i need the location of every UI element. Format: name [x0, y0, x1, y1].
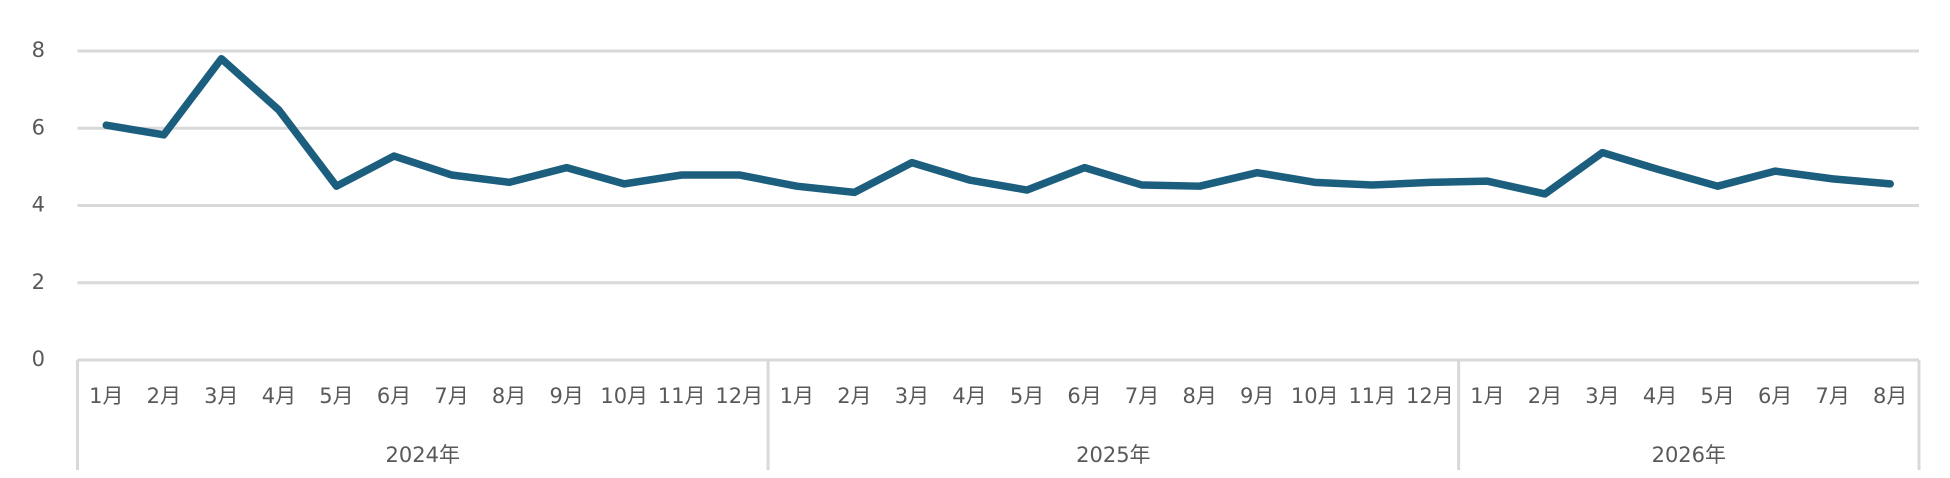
x-tick-label: 5月: [319, 384, 353, 408]
x-tick-label: 1月: [1470, 384, 1504, 408]
x-tick-label: 12月: [715, 384, 763, 408]
x-tick-label: 7月: [1125, 384, 1159, 408]
y-tick-label: 6: [32, 115, 45, 139]
group-label: 2025年: [1076, 443, 1150, 467]
x-tick-label: 7月: [1815, 384, 1849, 408]
x-tick-label: 4月: [952, 384, 986, 408]
x-tick-label: 9月: [549, 384, 583, 408]
group-label: 2026年: [1652, 443, 1726, 467]
x-tick-label: 11月: [658, 384, 706, 408]
x-tick-label: 9月: [1240, 384, 1274, 408]
x-tick-label: 1月: [780, 384, 814, 408]
x-tick-label: 8月: [492, 384, 526, 408]
x-tick-label: 7月: [434, 384, 468, 408]
x-tick-label: 2月: [1528, 384, 1562, 408]
y-tick-label: 4: [32, 193, 45, 217]
x-tick-label: 12月: [1406, 384, 1454, 408]
group-label: 2024年: [386, 443, 460, 467]
x-tick-label: 3月: [895, 384, 929, 408]
y-tick-label: 8: [32, 38, 45, 62]
x-tick-label: 4月: [262, 384, 296, 408]
x-tick-label: 6月: [1758, 384, 1792, 408]
x-tick-label: 6月: [377, 384, 411, 408]
x-tick-label: 5月: [1700, 384, 1734, 408]
data-line: [102, 54, 1894, 198]
x-tick-label: 10月: [1291, 384, 1339, 408]
x-tick-label: 4月: [1643, 384, 1677, 408]
x-tick-label: 2月: [147, 384, 181, 408]
x-tick-label: 2月: [837, 384, 871, 408]
y-tick-label: 0: [32, 347, 45, 371]
x-tick-label: 3月: [1585, 384, 1619, 408]
x-tick-label: 6月: [1067, 384, 1101, 408]
x-tick-label: 8月: [1873, 384, 1907, 408]
x-tick-label: 3月: [204, 384, 238, 408]
x-tick-label: 5月: [1010, 384, 1044, 408]
x-tick-label: 1月: [89, 384, 123, 408]
x-tick-label: 8月: [1182, 384, 1216, 408]
x-tick-label: 11月: [1348, 384, 1396, 408]
y-tick-label: 2: [32, 270, 45, 294]
x-tick-label: 10月: [600, 384, 648, 408]
